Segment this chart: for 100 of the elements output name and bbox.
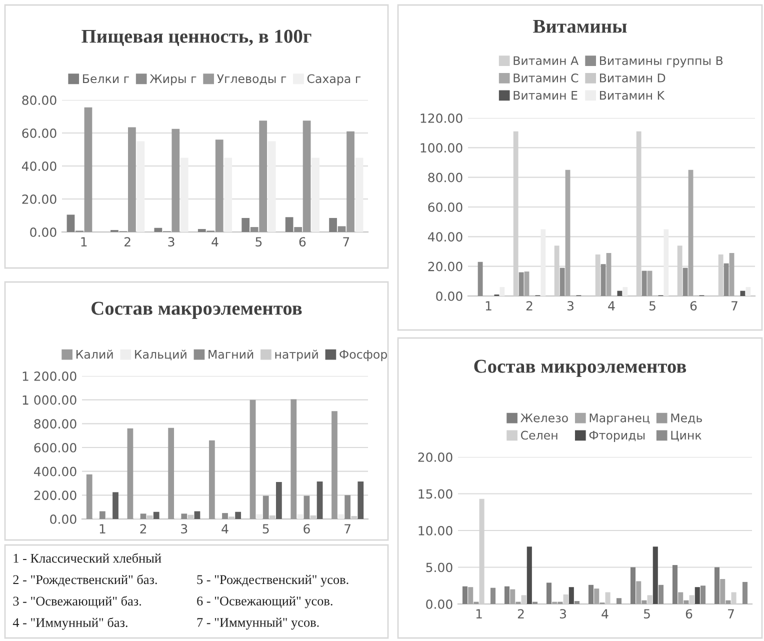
bar xyxy=(355,158,364,232)
bar xyxy=(652,546,658,604)
x-tick-label: 4 xyxy=(212,237,218,246)
y-tick-label: 20.00 xyxy=(418,452,452,462)
text: 2 - "Рождественский" баз. xyxy=(13,574,157,587)
bar xyxy=(664,229,669,296)
x-tick-label: 4 xyxy=(222,524,228,534)
y-tick-label: 1 200.00 xyxy=(22,371,76,381)
legend-label: Марганец xyxy=(590,414,650,425)
y-tick-label: 120.00 xyxy=(420,113,462,123)
y-tick-label: 0.00 xyxy=(30,227,56,237)
bar xyxy=(606,252,612,296)
legend-label: Калий xyxy=(76,350,113,359)
legend-label: Кальций xyxy=(135,350,186,360)
text: 3 - "Освежающий" баз. xyxy=(13,596,142,608)
bar xyxy=(146,515,153,519)
legend-label: Витамин E xyxy=(514,90,578,100)
bar xyxy=(724,263,729,296)
x-tick-label: 7 xyxy=(728,609,734,618)
bar xyxy=(642,270,647,296)
bar xyxy=(478,262,483,296)
x-tick-label: 5 xyxy=(262,524,269,534)
bar xyxy=(560,268,565,296)
bar xyxy=(235,512,242,519)
bar xyxy=(351,516,358,519)
y-tick-label: 20.00 xyxy=(428,262,462,272)
bar xyxy=(153,512,160,519)
bar xyxy=(84,107,92,232)
text: 5 - "Рождественский" усов. xyxy=(197,574,348,587)
bar xyxy=(600,264,606,296)
legend-label: Сахара г xyxy=(307,74,361,86)
bar xyxy=(304,496,310,519)
chart-title: Состав микроэлементов xyxy=(474,360,686,377)
legend-label: Магний xyxy=(208,350,254,359)
y-tick-label: 60.00 xyxy=(22,128,56,138)
legend-label: Белки г xyxy=(83,74,129,84)
y-tick-label: 0.00 xyxy=(50,514,76,524)
bar xyxy=(338,514,344,519)
y-tick-label: 20.00 xyxy=(22,194,56,204)
bar xyxy=(208,440,215,519)
bar xyxy=(180,158,188,232)
bar xyxy=(172,128,180,232)
bar xyxy=(731,592,736,604)
bar xyxy=(338,226,346,232)
bar xyxy=(526,546,532,604)
bar xyxy=(689,595,694,604)
bar xyxy=(276,482,282,519)
bar xyxy=(242,218,250,232)
x-tick-label: 7 xyxy=(344,524,350,534)
bar xyxy=(568,587,574,604)
y-tick-label: 80.00 xyxy=(22,95,56,105)
y-tick-label: 5.00 xyxy=(426,562,452,572)
legend-label: Витамин C xyxy=(514,73,578,82)
y-tick-label: 10.00 xyxy=(418,526,452,536)
x-tick-label: 3 xyxy=(181,524,188,534)
y-tick-label: 40.00 xyxy=(22,161,56,171)
x-tick-label: 6 xyxy=(686,609,692,619)
x-tick-label: 7 xyxy=(732,301,738,310)
x-tick-label: 5 xyxy=(649,301,656,311)
x-tick-label: 3 xyxy=(560,609,566,619)
chart-title: Пищевая ценность, в 100г xyxy=(82,30,312,46)
legend-label: Витамины группы B xyxy=(600,56,723,68)
bar xyxy=(740,290,746,296)
x-tick-label: 2 xyxy=(124,237,130,246)
bar xyxy=(224,158,232,232)
bar xyxy=(222,513,228,519)
y-tick-label: 800.00 xyxy=(34,419,76,429)
x-tick-label: 2 xyxy=(518,609,524,618)
bar xyxy=(290,399,297,519)
x-tick-label: 1 xyxy=(476,609,482,618)
bar xyxy=(188,514,194,519)
x-tick-label: 3 xyxy=(168,237,174,247)
bar xyxy=(312,158,320,232)
bar xyxy=(524,272,530,296)
text: 1 - Классический хлебный xyxy=(14,553,162,563)
legend-label: Витамин K xyxy=(600,90,665,100)
y-tick-label: 0.00 xyxy=(426,599,452,609)
bar xyxy=(215,140,224,232)
y-tick-label: 200.00 xyxy=(34,490,76,500)
bar xyxy=(658,584,664,604)
bar xyxy=(563,594,568,604)
x-tick-label: 6 xyxy=(690,301,697,311)
bar xyxy=(647,595,652,604)
y-tick-label: 60.00 xyxy=(428,202,462,212)
bar xyxy=(268,141,276,232)
bar xyxy=(302,120,311,232)
text: 7 - "Иммунный" усов. xyxy=(197,618,319,630)
y-tick-label: 400.00 xyxy=(34,466,76,476)
bar xyxy=(86,474,92,519)
bar xyxy=(181,514,188,519)
bar xyxy=(250,400,256,519)
legend-label: Селен xyxy=(520,430,558,440)
legend-label: Фториды xyxy=(589,430,645,442)
legend-label: Цинк xyxy=(671,430,702,442)
legend-label: Железо xyxy=(520,414,568,422)
x-tick-label: 2 xyxy=(140,524,146,534)
bar xyxy=(332,411,338,519)
text: 4 - "Иммунный" баз. xyxy=(12,617,128,630)
bar xyxy=(316,481,323,519)
y-tick-label: 15.00 xyxy=(418,489,452,499)
